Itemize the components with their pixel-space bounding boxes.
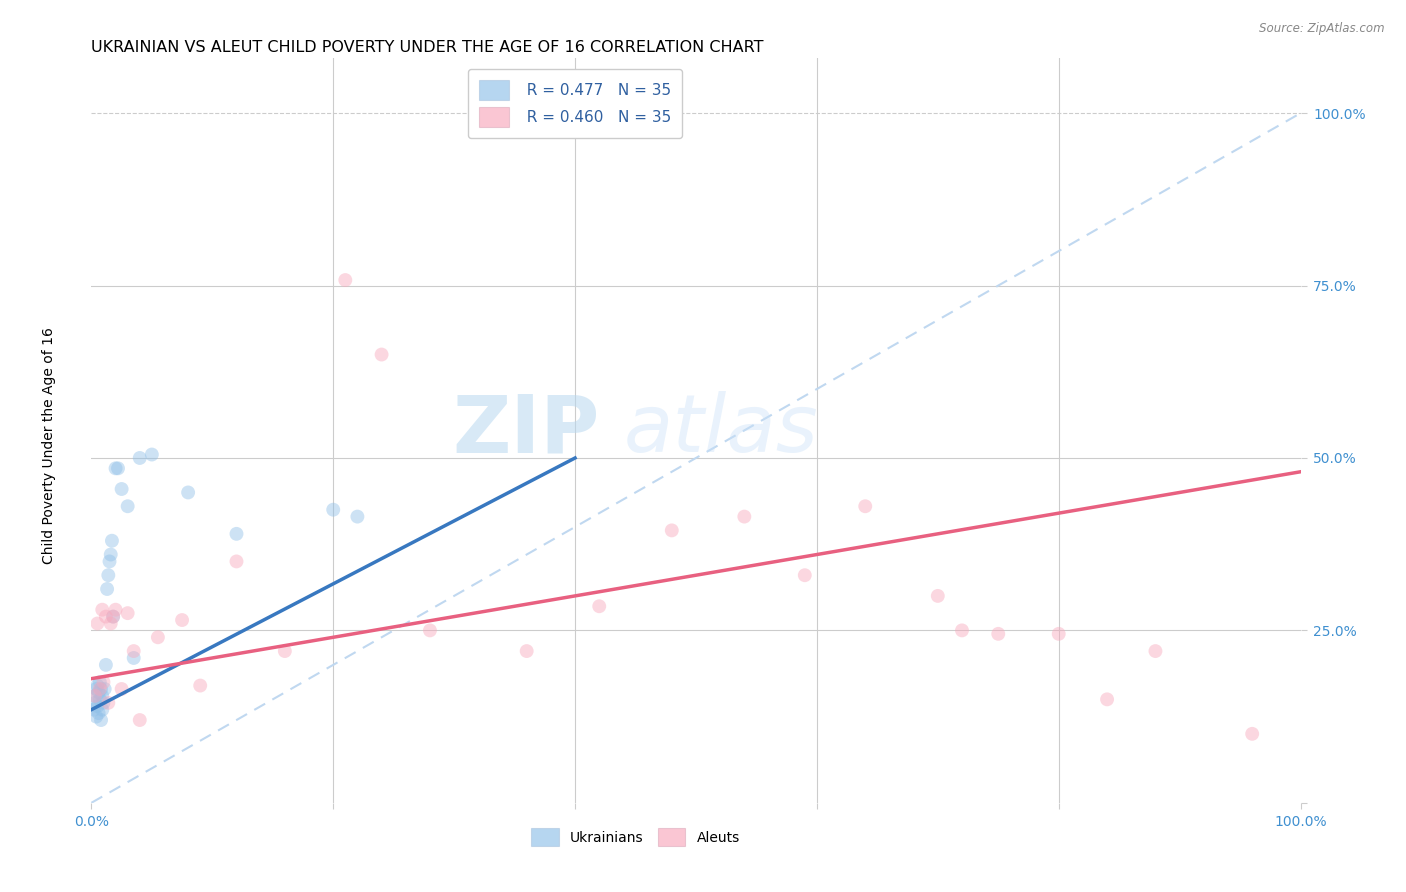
- Point: [853, 500, 876, 514]
- Point: [335, 273, 357, 287]
- Point: [1144, 644, 1167, 658]
- Point: [1241, 727, 1264, 741]
- Point: [86, 679, 108, 693]
- Point: [94, 657, 117, 672]
- Point: [86, 616, 108, 631]
- Point: [927, 589, 949, 603]
- Point: [146, 630, 169, 644]
- Point: [91, 703, 114, 717]
- Point: [93, 696, 115, 710]
- Point: [84, 689, 107, 703]
- Point: [225, 554, 247, 568]
- Point: [188, 679, 211, 693]
- Point: [122, 651, 145, 665]
- Point: [91, 689, 114, 703]
- Point: [97, 696, 120, 710]
- Point: [93, 681, 115, 696]
- Point: [104, 461, 127, 475]
- Point: [89, 675, 111, 690]
- Point: [100, 616, 122, 631]
- Point: [84, 689, 107, 703]
- Point: [94, 609, 117, 624]
- Point: [89, 692, 111, 706]
- Point: [83, 703, 105, 717]
- Text: ZIP: ZIP: [451, 392, 599, 469]
- Point: [84, 696, 107, 710]
- Point: [101, 609, 124, 624]
- Point: [661, 524, 683, 538]
- Point: [225, 526, 247, 541]
- Point: [793, 568, 815, 582]
- Point: [588, 599, 610, 614]
- Point: [117, 500, 139, 514]
- Point: [101, 609, 124, 624]
- Point: [346, 509, 368, 524]
- Legend: Ukrainians, Aleuts: Ukrainians, Aleuts: [526, 822, 745, 852]
- Point: [101, 533, 124, 548]
- Point: [128, 450, 150, 465]
- Point: [117, 606, 139, 620]
- Point: [733, 509, 755, 524]
- Text: atlas: atlas: [623, 392, 818, 469]
- Point: [177, 485, 200, 500]
- Point: [90, 681, 112, 696]
- Point: [97, 568, 120, 582]
- Point: [89, 681, 111, 696]
- Point: [91, 603, 114, 617]
- Text: Source: ZipAtlas.com: Source: ZipAtlas.com: [1260, 22, 1385, 36]
- Point: [107, 461, 129, 475]
- Point: [141, 448, 163, 462]
- Point: [122, 644, 145, 658]
- Text: Child Poverty Under the Age of 16: Child Poverty Under the Age of 16: [42, 327, 56, 565]
- Point: [87, 706, 110, 720]
- Point: [104, 603, 127, 617]
- Point: [111, 681, 132, 696]
- Point: [370, 347, 392, 361]
- Point: [128, 713, 150, 727]
- Point: [111, 482, 132, 496]
- Point: [96, 582, 118, 596]
- Point: [90, 713, 112, 727]
- Point: [84, 709, 107, 723]
- Point: [87, 685, 110, 699]
- Point: [274, 644, 297, 658]
- Point: [98, 554, 121, 568]
- Point: [987, 627, 1010, 641]
- Point: [86, 699, 108, 714]
- Point: [322, 502, 344, 516]
- Point: [100, 548, 122, 562]
- Text: UKRAINIAN VS ALEUT CHILD POVERTY UNDER THE AGE OF 16 CORRELATION CHART: UKRAINIAN VS ALEUT CHILD POVERTY UNDER T…: [91, 40, 763, 55]
- Point: [516, 644, 538, 658]
- Point: [172, 613, 194, 627]
- Point: [950, 624, 973, 638]
- Point: [419, 624, 441, 638]
- Point: [1095, 692, 1118, 706]
- Point: [93, 675, 115, 690]
- Point: [1047, 627, 1070, 641]
- Point: [84, 681, 107, 696]
